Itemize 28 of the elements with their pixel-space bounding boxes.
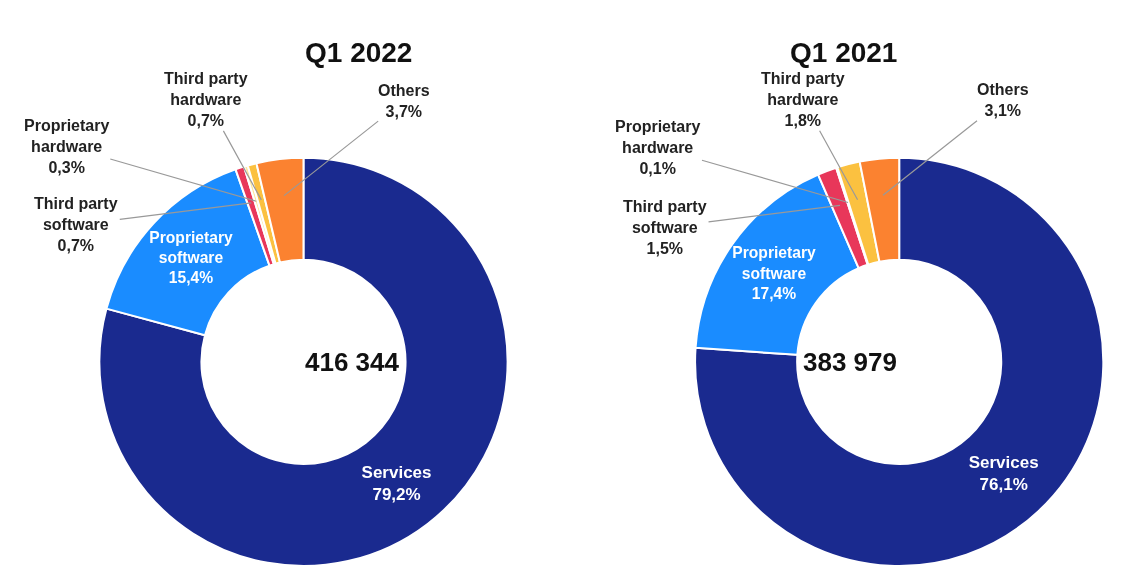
text: 383 979 xyxy=(803,347,897,377)
slice-label: Proprietary hardware xyxy=(615,118,701,156)
data-label: 0,1% xyxy=(639,159,676,177)
chart-title: Q1 2021 xyxy=(790,37,898,68)
slice-label: Third party software xyxy=(623,198,707,236)
slice-label: Services xyxy=(968,453,1039,473)
slice-label: Proprietary software xyxy=(149,228,233,266)
slice-label: Others xyxy=(977,81,1029,98)
text: 416 344 xyxy=(305,347,400,377)
data-label: 1,5% xyxy=(646,239,684,257)
slice-label: Third party hardware xyxy=(761,70,845,108)
slice-label: Third party software xyxy=(34,195,118,233)
data-label: 0,7% xyxy=(57,236,95,254)
data-label: 0,7% xyxy=(187,111,225,129)
data-label: 79,2% xyxy=(372,484,421,504)
slice-label: Proprietary software xyxy=(732,244,816,282)
data-label: 3,7% xyxy=(385,102,423,120)
data-label: 76,1% xyxy=(979,475,1028,495)
chart-title: Q1 2022 xyxy=(305,37,413,68)
slice-label: Services xyxy=(361,462,432,482)
slice-label: Third party hardware xyxy=(164,70,248,108)
slice-label: Proprietary hardware xyxy=(24,117,110,155)
data-label: 15,4% xyxy=(168,269,214,287)
data-label: 3,1% xyxy=(984,101,1022,119)
data-label: 1,8% xyxy=(784,111,822,129)
data-label: 0,3% xyxy=(48,158,85,176)
data-label: 17,4% xyxy=(751,284,797,302)
slice-label: Others xyxy=(378,82,430,99)
